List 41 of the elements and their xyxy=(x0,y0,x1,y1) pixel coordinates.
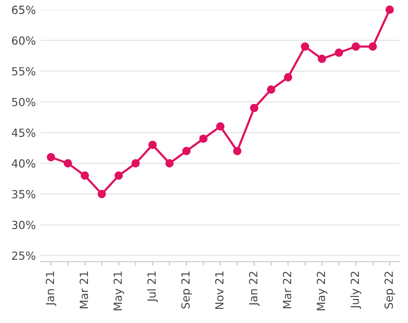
point xyxy=(334,48,344,57)
y-tick-label: 45% xyxy=(12,128,36,137)
point xyxy=(131,159,140,168)
point xyxy=(233,146,242,156)
x-tick-label: Jan 22 xyxy=(249,272,260,306)
y-tick-label: 50% xyxy=(12,98,36,106)
point xyxy=(98,190,106,198)
y-tick-label: 65% xyxy=(12,6,36,14)
point xyxy=(148,140,157,150)
y-tick-label: 55% xyxy=(12,67,36,76)
point xyxy=(284,73,292,82)
x-tick-label: Nov 21 xyxy=(215,272,224,309)
x-tick-label: Jul 21 xyxy=(147,272,158,302)
point xyxy=(216,122,224,131)
y-tick-label: 30% xyxy=(12,220,36,230)
point xyxy=(266,85,276,94)
point xyxy=(64,159,72,168)
point xyxy=(114,171,123,180)
y-tick-label: 60% xyxy=(12,36,36,45)
point xyxy=(300,42,310,51)
point xyxy=(318,54,326,64)
point xyxy=(368,42,377,51)
y-tick-label: 35% xyxy=(12,190,36,198)
x-tick-label: July 22 xyxy=(350,272,362,309)
x-tick-label: Sep 22 xyxy=(384,272,396,309)
x-tick-label: May 21 xyxy=(114,272,124,310)
x-tick-label: Jan 21 xyxy=(46,272,56,306)
x-tick-label: Mar 22 xyxy=(282,272,292,308)
point xyxy=(80,171,89,180)
point xyxy=(199,134,208,143)
point xyxy=(46,153,56,162)
point xyxy=(352,42,360,51)
x-tick-label: Mar 21 xyxy=(80,272,88,308)
x-tick-label: Sep 21 xyxy=(181,272,192,309)
point xyxy=(165,159,174,168)
y-tick-label: 25% xyxy=(12,251,36,260)
point xyxy=(182,146,191,156)
point xyxy=(386,6,394,14)
x-tick-label: May 22 xyxy=(316,272,328,310)
point xyxy=(250,104,258,112)
y-tick-label: 40% xyxy=(12,159,36,168)
